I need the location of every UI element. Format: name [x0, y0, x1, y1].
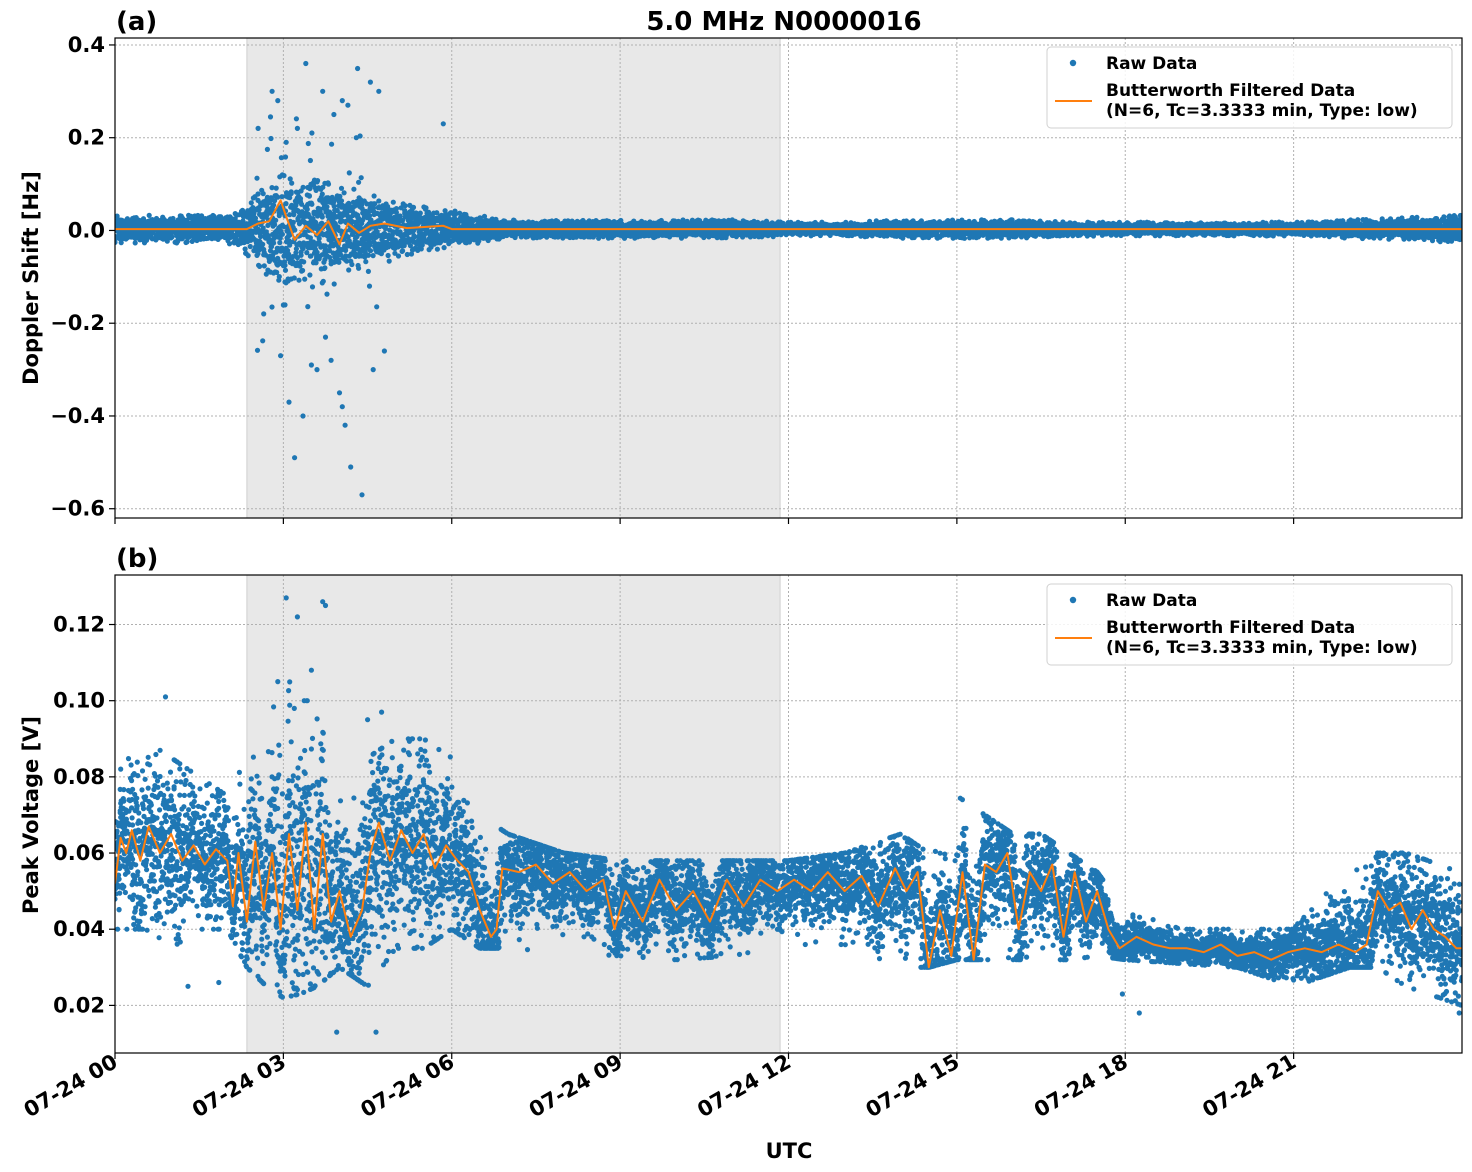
x-tick-label: 07-24 00: [20, 1050, 122, 1123]
panel-b-ytick-label: 0.06: [53, 841, 105, 865]
panel-a-ytick-label: −0.4: [50, 404, 105, 428]
panel-a-shaded-span: [247, 38, 780, 518]
panel-b-ytick-label: 0.08: [53, 765, 105, 789]
legend-a-raw-marker: [1070, 60, 1076, 66]
x-tick-label: 07-24 18: [1030, 1050, 1132, 1123]
panel-a-ytick-label: 0.2: [68, 126, 105, 150]
legend-a-filtered-label-line: Butterworth Filtered Data: [1106, 81, 1355, 101]
legend-b-raw-label: Raw Data: [1106, 591, 1197, 611]
figure-title: 5.0 MHz N0000016: [646, 7, 921, 37]
legend-b: Raw Data Butterworth Filtered Data (N=6, …: [1047, 584, 1452, 665]
panel-b-ytick-label: 0.12: [53, 613, 105, 637]
legend-a-raw-label: Raw Data: [1106, 54, 1197, 74]
panel-b-ytick-label: 0.10: [53, 689, 105, 713]
x-tick-label: 07-24 06: [356, 1050, 458, 1123]
legend-a: Raw Data Butterworth Filtered Data (N=6, …: [1047, 47, 1452, 128]
panel-a-ytick-label: 0.4: [68, 33, 105, 57]
x-axis-label: UTC: [766, 1139, 813, 1163]
panel-a-label: (a): [116, 7, 157, 37]
panel-a-ytick-label: −0.6: [50, 497, 105, 521]
legend-a-filtered-label-line: (N=6, Tc=3.3333 min, Type: low): [1106, 101, 1418, 121]
panel-b-ylabel: Peak Voltage [V]: [19, 716, 43, 914]
panel-a-ylabel: Doppler Shift [Hz]: [19, 171, 43, 385]
panel-b-ytick-label: 0.02: [53, 993, 105, 1017]
x-tick-label: 07-24 12: [693, 1050, 795, 1123]
x-tick-label: 07-24 09: [525, 1050, 627, 1123]
panel-b-ytick-label: 0.04: [53, 917, 105, 941]
x-tick-label: 07-24 15: [862, 1050, 964, 1123]
legend-b-filtered-label-line: (N=6, Tc=3.3333 min, Type: low): [1106, 638, 1418, 658]
x-tick-labels: 07-24 00 07-24 03 07-24 06 07-24 09 07-24 12…: [20, 1050, 1300, 1123]
legend-b-filtered-label-line: Butterworth Filtered Data: [1106, 618, 1355, 638]
panel-a-ytick-label: −0.2: [50, 311, 105, 335]
panel-b-label: (b): [116, 544, 158, 574]
panel-a-ytick-label: 0.0: [68, 218, 105, 242]
x-tick-label: 07-24 03: [188, 1050, 290, 1123]
legend-b-raw-marker: [1070, 597, 1076, 603]
x-tick-label: 07-24 21: [1198, 1050, 1300, 1123]
